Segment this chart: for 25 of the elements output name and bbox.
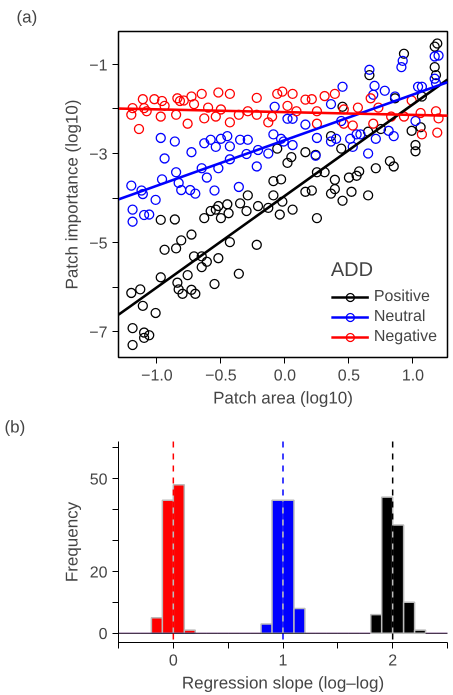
y-tick-label: 0 (98, 626, 108, 644)
x-axis-title: Regression slope (log–log) (182, 674, 384, 692)
chart-title: (b) (4, 418, 26, 436)
x-tick-label: 0 (168, 652, 178, 670)
x-tick-label: 0.5 (338, 368, 360, 384)
x-tick-label: 1.0 (402, 368, 424, 384)
x-tick-label: −1.0 (141, 368, 173, 384)
y-tick-label: −3 (89, 146, 108, 164)
y-axis-title: Frequency (62, 501, 82, 582)
y-tick-label: 50 (90, 472, 108, 489)
x-tick-label: 0.0 (274, 368, 296, 384)
x-tick-label: 2 (388, 652, 398, 670)
x-tick-label: −0.5 (205, 368, 237, 384)
legend-label: Positive (374, 288, 430, 306)
legend-title: ADD (330, 259, 374, 282)
legend-label: Neutral (374, 308, 426, 326)
x-axis-title: Patch area (log10) (213, 388, 353, 408)
y-tick-label: −5 (89, 236, 108, 253)
legend-label: Negative (374, 328, 437, 346)
y-tick-label: 20 (90, 564, 108, 582)
y-axis-title: Patch importance (log10) (62, 100, 82, 290)
x-tick-label: 1 (278, 652, 288, 670)
y-tick-label: −1 (89, 57, 108, 74)
y-tick-label: −7 (89, 324, 108, 342)
chart-title: (a) (16, 8, 38, 26)
